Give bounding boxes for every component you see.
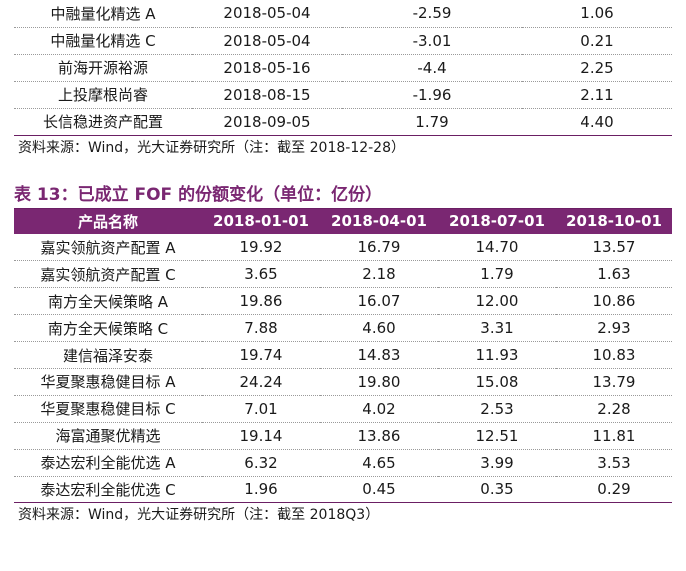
table-cell: 0.35	[438, 476, 556, 504]
table-cell: 中融量化精选 A	[14, 0, 192, 28]
fof-share-change-table-body: 嘉实领航资产配置 A 19.92 16.79 14.70 13.57 嘉实领航资产配置 C…	[14, 234, 672, 504]
table-cell: 2018-09-05	[192, 108, 342, 136]
table-row: 建信福泽安泰 19.74 14.83 11.93 10.83	[14, 341, 672, 369]
table-cell: 2018-08-15	[192, 81, 342, 109]
table-cell: 0.45	[320, 476, 438, 504]
table-cell: 嘉实领航资产配置 A	[14, 234, 202, 262]
table-cell: 中融量化精选 C	[14, 27, 192, 55]
table-row: 中融量化精选 A 2018-05-04 -2.59 1.06	[14, 0, 672, 28]
table-source-note: 资料来源：Wind，光大证券研究所（注：截至 2018Q3）	[18, 507, 380, 524]
table-cell: 2.28	[556, 395, 672, 423]
table-cell: 0.21	[522, 27, 672, 55]
table-cell: 1.79	[342, 108, 522, 136]
table-row: 海富通聚优精选 19.14 13.86 12.51 11.81	[14, 422, 672, 450]
table-cell: 11.81	[556, 422, 672, 450]
table-cell: 19.92	[202, 234, 320, 262]
column-header: 2018-04-01	[331, 212, 427, 231]
fof-establishment-table-body: 中融量化精选 A 2018-05-04 -2.59 1.06 中融量化精选 C 2018-…	[14, 0, 672, 136]
table-cell: 7.01	[202, 395, 320, 423]
table-cell: 16.07	[320, 287, 438, 316]
table-cell: 1.79	[438, 260, 556, 289]
table-cell: -4.4	[342, 54, 522, 82]
table-cell: 0.29	[556, 476, 672, 504]
table-row: 华夏聚惠稳健目标 C 7.01 4.02 2.53 2.28	[14, 395, 672, 423]
table-cell: 14.70	[438, 234, 556, 262]
table-cell: 上投摩根尚睿	[14, 81, 192, 109]
table-row: 南方全天候策略 C 7.88 4.60 3.31 2.93	[14, 314, 672, 343]
table-cell: 12.00	[438, 287, 556, 316]
table-cell: 19.80	[320, 368, 438, 396]
table-cell: 11.93	[438, 341, 556, 369]
table-cell: 15.08	[438, 368, 556, 396]
table-cell: 19.14	[202, 422, 320, 450]
table-header-row: 产品名称 2018-01-01 2018-04-01 2018-07-01 2018-1…	[14, 208, 672, 234]
table-row: 前海开源裕源 2018-05-16 -4.4 2.25	[14, 54, 672, 82]
table-cell: 建信福泽安泰	[14, 341, 202, 369]
table-cell: 3.31	[438, 314, 556, 343]
table-cell: 3.99	[438, 449, 556, 477]
table-row: 南方全天候策略 A 19.86 16.07 12.00 10.86	[14, 287, 672, 316]
table-cell: 2.18	[320, 260, 438, 289]
table-cell: 3.53	[556, 449, 672, 477]
column-header: 产品名称	[77, 212, 138, 231]
table-cell: 4.40	[522, 108, 672, 136]
column-header: 2018-01-01	[213, 212, 309, 231]
column-header: 2018-10-01	[566, 212, 662, 231]
table-cell: -2.59	[342, 0, 522, 28]
table-cell: -1.96	[342, 81, 522, 109]
table-cell: 南方全天候策略 A	[14, 287, 202, 316]
table-row: 上投摩根尚睿 2018-08-15 -1.96 2.11	[14, 81, 672, 109]
document-page: 中融量化精选 A 2018-05-04 -2.59 1.06 中融量化精选 C 2018-…	[14, 0, 672, 527]
column-header: 2018-07-01	[449, 212, 545, 231]
table-cell: 南方全天候策略 C	[14, 314, 202, 343]
table-source-note: 资料来源：Wind，光大证券研究所（注：截至 2018-12-28）	[18, 139, 405, 156]
table-cell: 泰达宏利全能优选 A	[14, 449, 202, 477]
table-row: 泰达宏利全能优选 A 6.32 4.65 3.99 3.53	[14, 449, 672, 477]
table-row: 嘉实领航资产配置 A 19.92 16.79 14.70 13.57	[14, 234, 672, 262]
table-cell: 10.83	[556, 341, 672, 369]
table-cell: 华夏聚惠稳健目标 A	[14, 368, 202, 396]
table-cell: 19.86	[202, 287, 320, 316]
table-cell: 4.65	[320, 449, 438, 477]
table-cell: 7.88	[202, 314, 320, 343]
table-row: 中融量化精选 C 2018-05-04 -3.01 0.21	[14, 27, 672, 55]
table-cell: 13.79	[556, 368, 672, 396]
table-cell: 1.96	[202, 476, 320, 504]
table-cell: 3.65	[202, 260, 320, 289]
table-cell: 嘉实领航资产配置 C	[14, 260, 202, 289]
table-cell: 2.11	[522, 81, 672, 109]
table-cell: 10.86	[556, 287, 672, 316]
table-row: 泰达宏利全能优选 C 1.96 0.45 0.35 0.29	[14, 476, 672, 504]
table-cell: 前海开源裕源	[14, 54, 192, 82]
table-cell: 12.51	[438, 422, 556, 450]
table-cell: 24.24	[202, 368, 320, 396]
table-title: 表 13：已成立 FOF 的份额变化（单位：亿份）	[14, 184, 383, 205]
table-cell: 19.74	[202, 341, 320, 369]
table-cell: 2018-05-16	[192, 54, 342, 82]
table-row: 嘉实领航资产配置 C 3.65 2.18 1.79 1.63	[14, 260, 672, 289]
table-cell: 1.06	[522, 0, 672, 28]
table-cell: 2.25	[522, 54, 672, 82]
fof-share-change-table: 产品名称 2018-01-01 2018-04-01 2018-07-01 2018-1…	[14, 207, 672, 504]
table-cell: 13.57	[556, 234, 672, 262]
table-cell: 6.32	[202, 449, 320, 477]
table-cell: 海富通聚优精选	[14, 422, 202, 450]
table-row: 华夏聚惠稳健目标 A 24.24 19.80 15.08 13.79	[14, 368, 672, 396]
table-cell: 泰达宏利全能优选 C	[14, 476, 202, 504]
table-cell: 2018-05-04	[192, 27, 342, 55]
table-cell: 2.53	[438, 395, 556, 423]
table-cell: -3.01	[342, 27, 522, 55]
table-cell: 16.79	[320, 234, 438, 262]
table-cell: 4.02	[320, 395, 438, 423]
table-row: 长信稳进资产配置 2018-09-05 1.79 4.40	[14, 108, 672, 136]
table-cell: 1.63	[556, 260, 672, 289]
table-cell: 13.86	[320, 422, 438, 450]
table-cell: 2.93	[556, 314, 672, 343]
table-cell: 14.83	[320, 341, 438, 369]
table-cell: 华夏聚惠稳健目标 C	[14, 395, 202, 423]
table-cell: 4.60	[320, 314, 438, 343]
fof-establishment-table: 中融量化精选 A 2018-05-04 -2.59 1.06 中融量化精选 C 2018-…	[14, 0, 672, 136]
table-cell: 2018-05-04	[192, 0, 342, 28]
table-cell: 长信稳进资产配置	[14, 108, 192, 136]
